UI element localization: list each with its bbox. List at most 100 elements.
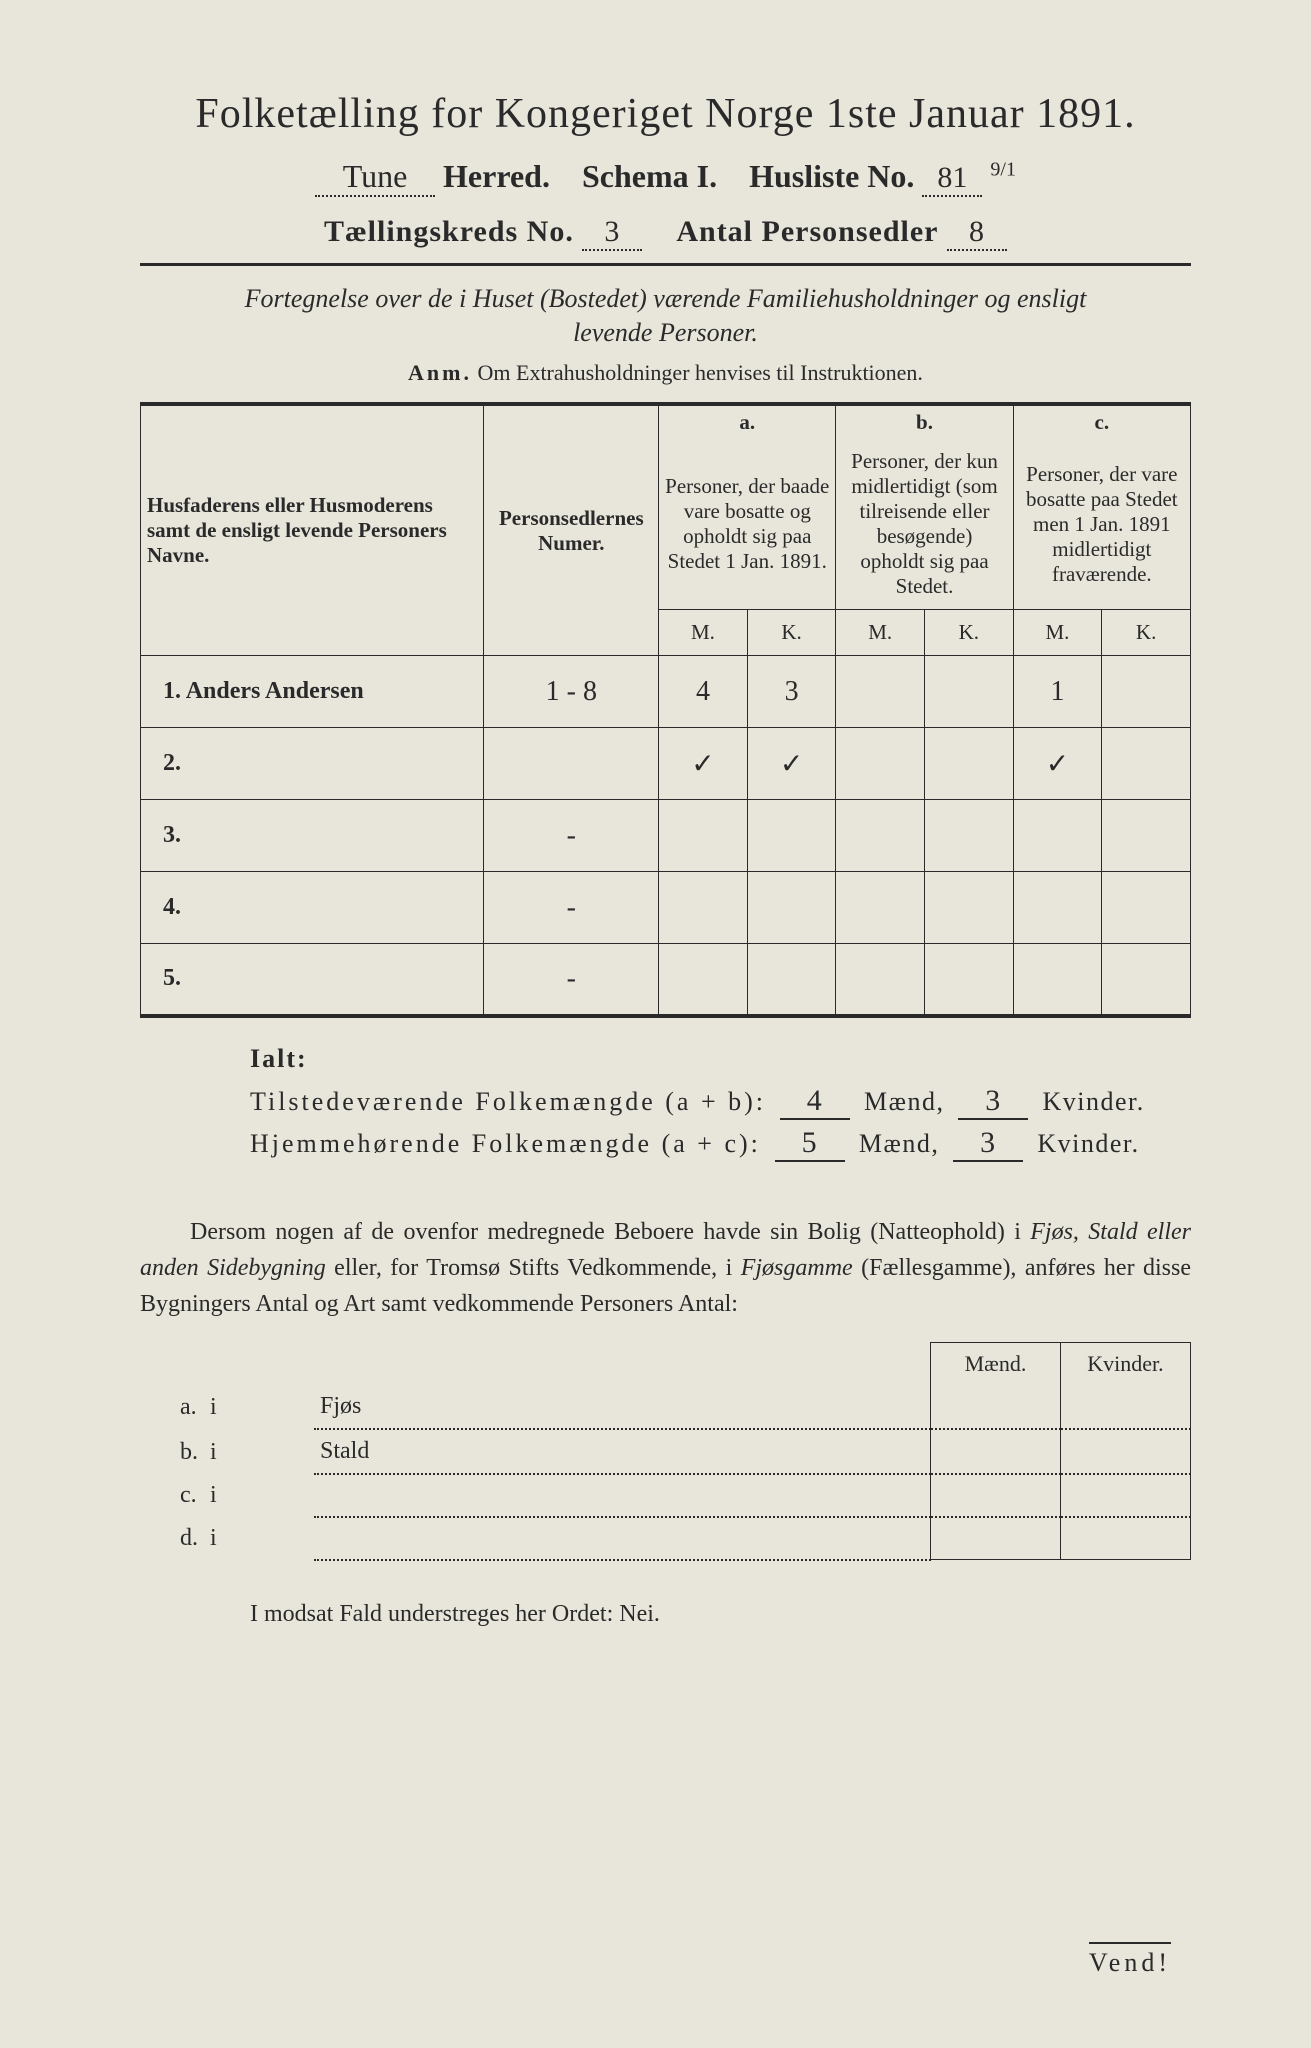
side-row: a. i Fjøs: [140, 1385, 1191, 1429]
personsedler-label: Antal Personsedler: [676, 215, 938, 248]
row-sedler: [484, 728, 659, 800]
page-title: Folketælling for Kongeriget Norge 1ste J…: [140, 90, 1191, 138]
ialt-row2-m: 5: [775, 1126, 845, 1162]
ialt-row-1: Tilstedeværende Folkemængde (a + b): 4 M…: [250, 1084, 1191, 1120]
row-num: 5.: [141, 944, 484, 1016]
side-row: c. i: [140, 1474, 1191, 1517]
ialt-block: Ialt: Tilstedeværende Folkemængde (a + b…: [140, 1044, 1191, 1162]
side-m: [931, 1385, 1061, 1429]
side-lab: b.: [140, 1429, 204, 1474]
side-row: b. i Stald: [140, 1429, 1191, 1474]
row-am: 4: [659, 656, 748, 728]
row-am: ✓: [659, 728, 748, 800]
table-body: 1. Anders Andersen 1 - 8 4 3 1 2. ✓ ✓ ✓ …: [141, 656, 1191, 1016]
side-i: i: [204, 1385, 314, 1429]
row-bm: [836, 656, 925, 728]
anm-text: Om Extrahusholdninger henvises til Instr…: [478, 360, 923, 385]
row-name: Anders Andersen: [186, 678, 364, 704]
ialt-row2-label: Hjemmehørende Folkemængde (a + c):: [250, 1129, 761, 1158]
row-bm: [836, 728, 925, 800]
ialt-row1-k: 3: [958, 1084, 1028, 1120]
col-a-letter: a.: [739, 410, 755, 434]
row-ak: ✓: [747, 728, 836, 800]
subtitle-2: levende Personer.: [140, 318, 1191, 348]
ialt-row1-label: Tilstedeværende Folkemængde (a + b):: [250, 1087, 766, 1116]
side-lab: d.: [140, 1517, 204, 1560]
col-c-header: Personer, der vare bosatte paa Stedet me…: [1013, 439, 1190, 610]
table-row: 1. Anders Andersen 1 - 8 4 3 1: [141, 656, 1191, 728]
table-row: 4. -: [141, 872, 1191, 944]
row-num: 1.: [163, 678, 181, 704]
row-cm: ✓: [1013, 728, 1102, 800]
ialt-row2-k: 3: [953, 1126, 1023, 1162]
maend-label: Mænd,: [859, 1129, 939, 1158]
vend-label: Vend!: [1089, 1942, 1171, 1978]
husliste-no: 81: [922, 161, 982, 197]
herred-label: Herred.: [443, 158, 550, 194]
side-k: [1061, 1385, 1191, 1429]
side-maend-header: Mænd.: [931, 1342, 1061, 1385]
side-m: [931, 1474, 1061, 1517]
side-kind: Fjøs: [320, 1393, 361, 1419]
ialt-row1-m: 4: [780, 1084, 850, 1120]
row-ck: [1102, 656, 1191, 728]
a-k-label: K.: [747, 610, 836, 656]
kvinder-label: Kvinder.: [1037, 1129, 1139, 1158]
col-b-header: Personer, der kun midlertidigt (som tilr…: [836, 439, 1013, 610]
a-m-label: M.: [659, 610, 748, 656]
row-sedler: 1 - 8: [484, 656, 659, 728]
col-a-header: Personer, der baade vare bosatte og opho…: [659, 439, 836, 610]
col-num-header: Personsedlernes Numer.: [484, 404, 659, 656]
row-sedler: -: [484, 944, 659, 1016]
kreds-label: Tællingskreds No.: [324, 215, 574, 248]
table-row: 5. -: [141, 944, 1191, 1016]
row-bk: [925, 728, 1014, 800]
ialt-row-2: Hjemmehørende Folkemængde (a + c): 5 Mæn…: [250, 1126, 1191, 1162]
kvinder-label: Kvinder.: [1042, 1087, 1144, 1116]
side-m: [931, 1517, 1061, 1560]
b-m-label: M.: [836, 610, 925, 656]
side-m: [931, 1429, 1061, 1474]
table-row: 2. ✓ ✓ ✓: [141, 728, 1191, 800]
anm-label: Anm.: [408, 360, 472, 385]
side-kvinder-header: Kvinder.: [1061, 1342, 1191, 1385]
col-name-header: Husfaderens eller Husmoderens samt de en…: [141, 404, 484, 656]
row-sedler: -: [484, 872, 659, 944]
header-line-herred: Tune Herred. Schema I. Husliste No. 81 9…: [140, 158, 1191, 197]
row-ck: [1102, 728, 1191, 800]
side-i: i: [204, 1429, 314, 1474]
row-cm: 1: [1013, 656, 1102, 728]
table-row: 3. -: [141, 800, 1191, 872]
divider: [140, 263, 1191, 266]
c-m-label: M.: [1013, 610, 1102, 656]
ialt-label: Ialt:: [250, 1044, 1191, 1074]
husliste-suffix: 9/1: [990, 158, 1016, 180]
side-building-paragraph: Dersom nogen af de ovenfor medregnede Be…: [140, 1214, 1191, 1322]
side-k: [1061, 1474, 1191, 1517]
side-kind: Stald: [320, 1438, 369, 1464]
schema-label: Schema I.: [582, 158, 717, 194]
row-sedler: -: [484, 800, 659, 872]
row-num: 4.: [141, 872, 484, 944]
row-bk: [925, 656, 1014, 728]
col-b-letter: b.: [916, 410, 933, 434]
husliste-label: Husliste No.: [749, 158, 914, 194]
row-num: 2.: [141, 728, 484, 800]
side-row: d. i: [140, 1517, 1191, 1560]
kreds-no: 3: [582, 215, 642, 251]
side-lab: a.: [140, 1385, 204, 1429]
side-k: [1061, 1517, 1191, 1560]
b-k-label: K.: [925, 610, 1014, 656]
row-num: 3.: [141, 800, 484, 872]
personsedler-no: 8: [947, 215, 1007, 251]
anm-line: Anm. Om Extrahusholdninger henvises til …: [140, 360, 1191, 386]
subtitle-1: Fortegnelse over de i Huset (Bostedet) v…: [140, 284, 1191, 314]
herred-value: Tune: [315, 158, 435, 197]
main-table: Husfaderens eller Husmoderens samt de en…: [140, 402, 1191, 1018]
side-lab: c.: [140, 1474, 204, 1517]
header-line-kreds: Tællingskreds No. 3 Antal Personsedler 8: [140, 215, 1191, 251]
side-building-table: Mænd. Kvinder. a. i Fjøs b. i Stald c. i…: [140, 1342, 1191, 1561]
maend-label: Mænd,: [864, 1087, 944, 1116]
col-c-letter: c.: [1095, 410, 1110, 434]
c-k-label: K.: [1102, 610, 1191, 656]
